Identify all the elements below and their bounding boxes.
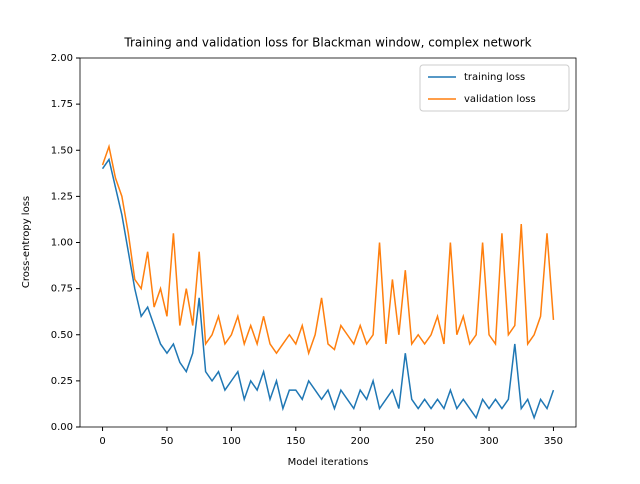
series-line bbox=[101, 157, 555, 421]
x-tick-label: 200 bbox=[351, 436, 370, 447]
y-tick-label: 1.00 bbox=[51, 238, 73, 249]
x-tick-label: 150 bbox=[286, 436, 305, 447]
x-tick-label: 100 bbox=[222, 436, 241, 447]
y-tick-label: 1.75 bbox=[51, 99, 73, 110]
x-axis-label: Model iterations bbox=[288, 457, 369, 468]
x-tick-label: 50 bbox=[161, 436, 174, 447]
y-tick-label: 0.50 bbox=[51, 330, 73, 341]
y-tick-label: 2.00 bbox=[51, 53, 73, 64]
x-tick-label: 350 bbox=[544, 436, 563, 447]
legend-label: validation loss bbox=[464, 94, 536, 105]
x-tick-label: 250 bbox=[415, 436, 434, 447]
x-tick-label: 0 bbox=[99, 436, 105, 447]
y-tick-label: 0.25 bbox=[51, 376, 73, 387]
y-tick-label: 1.25 bbox=[51, 191, 73, 202]
chart-title: Training and validation loss for Blackma… bbox=[123, 36, 531, 50]
legend-box bbox=[419, 64, 570, 112]
x-tick-label: 300 bbox=[479, 436, 498, 447]
y-tick-label: 1.50 bbox=[51, 145, 73, 156]
y-tick-label: 0.75 bbox=[51, 284, 73, 295]
y-axis-label: Cross-entropy loss bbox=[21, 196, 32, 288]
legend-label: training loss bbox=[464, 72, 525, 83]
y-tick-label: 0.00 bbox=[51, 422, 73, 433]
plot-frame bbox=[79, 57, 577, 428]
series-line bbox=[101, 143, 555, 356]
